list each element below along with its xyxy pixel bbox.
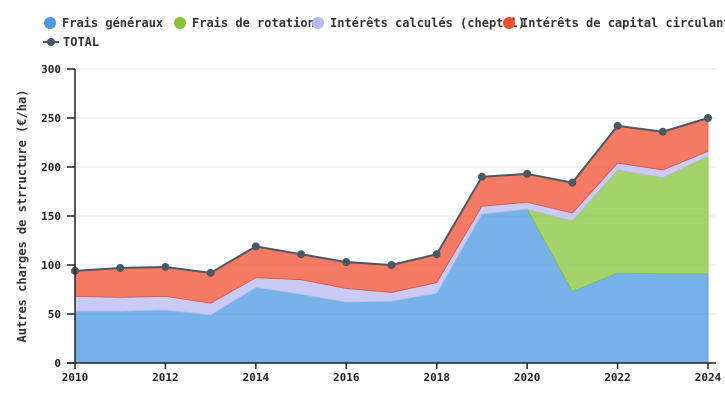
x-tick-label: 2010: [62, 371, 89, 384]
legend-dot-icon: [174, 17, 186, 29]
total-point[interactable]: [161, 262, 170, 271]
x-tick-label: 2014: [243, 371, 270, 384]
y-tick-label: 250: [41, 112, 61, 125]
y-tick-label: 100: [41, 259, 61, 272]
legend-item-interets-cheptel[interactable]: Intérêts calculés (cheptel): [312, 16, 525, 30]
total-point[interactable]: [477, 172, 486, 181]
legend-label: Frais de rotation: [192, 16, 315, 30]
legend-line-marker-icon: [43, 37, 59, 47]
legend-label: TOTAL: [63, 35, 100, 49]
legend-label: Intérêts calculés (cheptel): [330, 16, 526, 30]
total-point[interactable]: [568, 178, 577, 187]
total-point[interactable]: [251, 242, 260, 251]
total-point[interactable]: [387, 261, 396, 269]
legend-label: Frais généraux: [62, 16, 164, 30]
y-tick-label: 150: [41, 210, 61, 223]
legend-dot-icon: [44, 17, 56, 29]
x-tick-label: 2016: [333, 371, 360, 384]
legend-item-frais-generaux[interactable]: Frais généraux: [44, 16, 163, 30]
total-point[interactable]: [206, 268, 215, 277]
x-tick-label: 2018: [423, 371, 450, 384]
total-point[interactable]: [523, 169, 532, 178]
y-tick-label: 200: [41, 161, 61, 174]
legend-label: Intérêts de capital circulant: [521, 16, 725, 30]
y-tick-label: 50: [48, 308, 61, 321]
total-point[interactable]: [297, 250, 306, 259]
chart-legend: Frais généraux Frais de rotation Intérêt…: [0, 0, 725, 52]
y-axis-label: Autres charges de strructure (€/ha): [15, 90, 29, 343]
x-tick-label: 2024: [695, 371, 722, 384]
total-point[interactable]: [704, 114, 712, 122]
total-point[interactable]: [342, 258, 351, 267]
legend-item-total[interactable]: TOTAL: [43, 35, 99, 49]
legend-item-frais-rotation[interactable]: Frais de rotation: [174, 16, 315, 30]
total-line: [71, 114, 712, 277]
total-point[interactable]: [116, 263, 125, 272]
total-point[interactable]: [658, 127, 667, 136]
x-tick-label: 2012: [152, 371, 179, 384]
legend-item-interets-capital[interactable]: Intérêts de capital circulant: [503, 16, 725, 30]
legend-dot-icon: [503, 17, 515, 29]
x-tick-label: 2022: [604, 371, 631, 384]
legend-dot-icon: [312, 17, 324, 29]
total-point[interactable]: [613, 121, 622, 130]
area-series: [74, 117, 709, 364]
y-tick-label: 300: [41, 63, 61, 76]
x-tick-label: 2020: [514, 371, 541, 384]
total-point[interactable]: [432, 250, 441, 259]
axes: 0 50 100 150 200 250 300 2010 2012 2014 2016 2018 20…: [41, 63, 721, 384]
y-tick-label: 0: [54, 357, 61, 370]
